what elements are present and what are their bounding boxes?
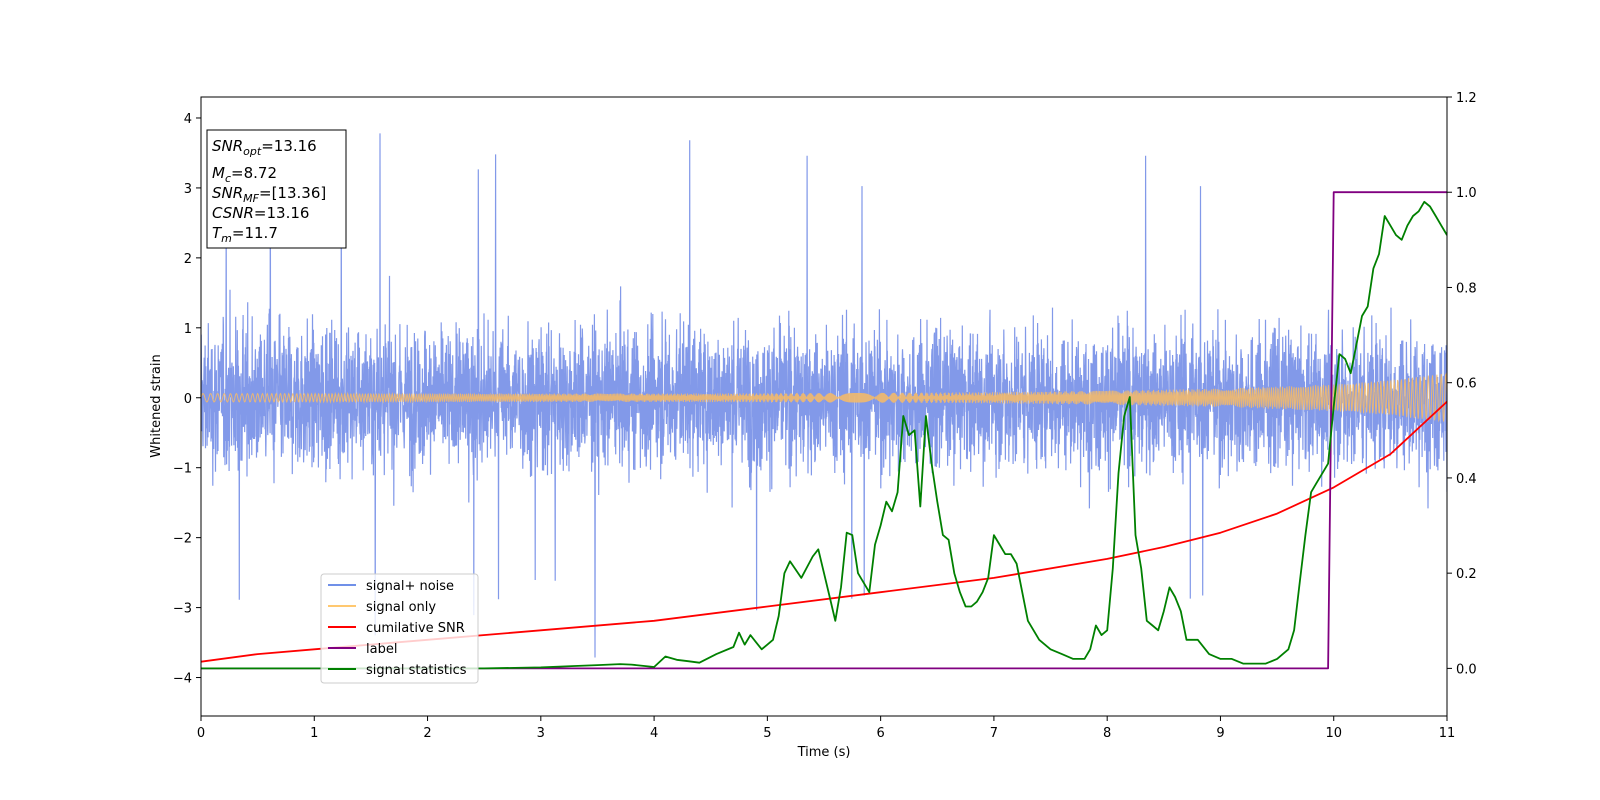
y-left-tick-label: −3 bbox=[173, 602, 192, 617]
annotation-mc: Mc=8.72 bbox=[212, 164, 277, 185]
x-tick-label: 5 bbox=[763, 726, 771, 741]
y-left-tick-label: 3 bbox=[184, 182, 192, 197]
annotation-box: SNRopt=13.16 Mc=8.72 SNRMF=[13.36] CSNR=… bbox=[206, 129, 347, 249]
y-left-tick-label: −2 bbox=[173, 532, 192, 547]
x-tick-label: 3 bbox=[537, 726, 545, 741]
x-tick-label: 1 bbox=[310, 726, 318, 741]
x-tick-label: 9 bbox=[1216, 726, 1224, 741]
annotation-tm: Tm=11.7 bbox=[212, 224, 278, 245]
y-left-tick-label: 1 bbox=[184, 322, 192, 337]
x-axis-label: Time (s) bbox=[797, 745, 851, 760]
annotation-csnr: CSNR=13.16 bbox=[212, 204, 309, 222]
y-left-tick-label: −4 bbox=[173, 672, 192, 687]
annotation-snr-opt: SNRopt=13.16 bbox=[212, 137, 317, 158]
legend-label-label: label bbox=[366, 642, 397, 657]
legend-label-signal-only: signal only bbox=[366, 600, 436, 615]
x-tick-label: 6 bbox=[876, 726, 884, 741]
y-right-tick-label: 0.6 bbox=[1456, 377, 1477, 392]
y-right-tick-label: 0.8 bbox=[1456, 281, 1477, 296]
y-axis-label: Whitened strain bbox=[149, 354, 164, 457]
legend: signal+ noise signal only cumilative SNR… bbox=[320, 573, 479, 684]
signal-only-series bbox=[201, 372, 1447, 423]
y-left-tick-label: −1 bbox=[173, 462, 192, 477]
y-right-tick-label: 1.2 bbox=[1456, 91, 1477, 106]
x-tick-label: 0 bbox=[197, 726, 205, 741]
y-right-tick-label: 0.4 bbox=[1456, 472, 1477, 487]
annotation-snr-mf: SNRMF=[13.36] bbox=[212, 184, 326, 205]
y-left-tick-label: 2 bbox=[184, 252, 192, 267]
legend-label-signal-statistics: signal statistics bbox=[366, 663, 467, 678]
x-tick-label: 2 bbox=[423, 726, 431, 741]
legend-label-signal-noise: signal+ noise bbox=[366, 579, 454, 594]
y-right-tick-label: 0.2 bbox=[1456, 567, 1477, 582]
signal-statistics-line bbox=[201, 200, 1447, 670]
x-tick-label: 4 bbox=[650, 726, 658, 741]
y-right-tick-label: 1.0 bbox=[1456, 186, 1477, 201]
y-left-tick-label: 4 bbox=[184, 112, 192, 127]
y-axis-left: 4 3 2 1 0 −1 −2 −3 −4 bbox=[173, 112, 201, 687]
x-tick-label: 7 bbox=[990, 726, 998, 741]
plot-frame bbox=[200, 96, 1448, 717]
signal-plus-noise-line bbox=[201, 133, 1447, 658]
signal-only-line bbox=[201, 372, 1447, 423]
x-tick-label: 8 bbox=[1103, 726, 1111, 741]
signal-plus-noise-series bbox=[201, 133, 1447, 658]
y-right-tick-label: 0.0 bbox=[1456, 662, 1477, 677]
x-axis: 0 1 2 3 4 5 6 7 8 9 10 11 bbox=[197, 716, 1455, 741]
x-tick-label: 11 bbox=[1439, 726, 1456, 741]
legend-label-cumulative-snr: cumilative SNR bbox=[366, 621, 465, 636]
y-left-tick-label: 0 bbox=[184, 392, 192, 407]
x-tick-label: 10 bbox=[1325, 726, 1342, 741]
y-axis-right: 1.2 1.0 0.8 0.6 0.4 0.2 0.0 bbox=[1447, 91, 1477, 677]
